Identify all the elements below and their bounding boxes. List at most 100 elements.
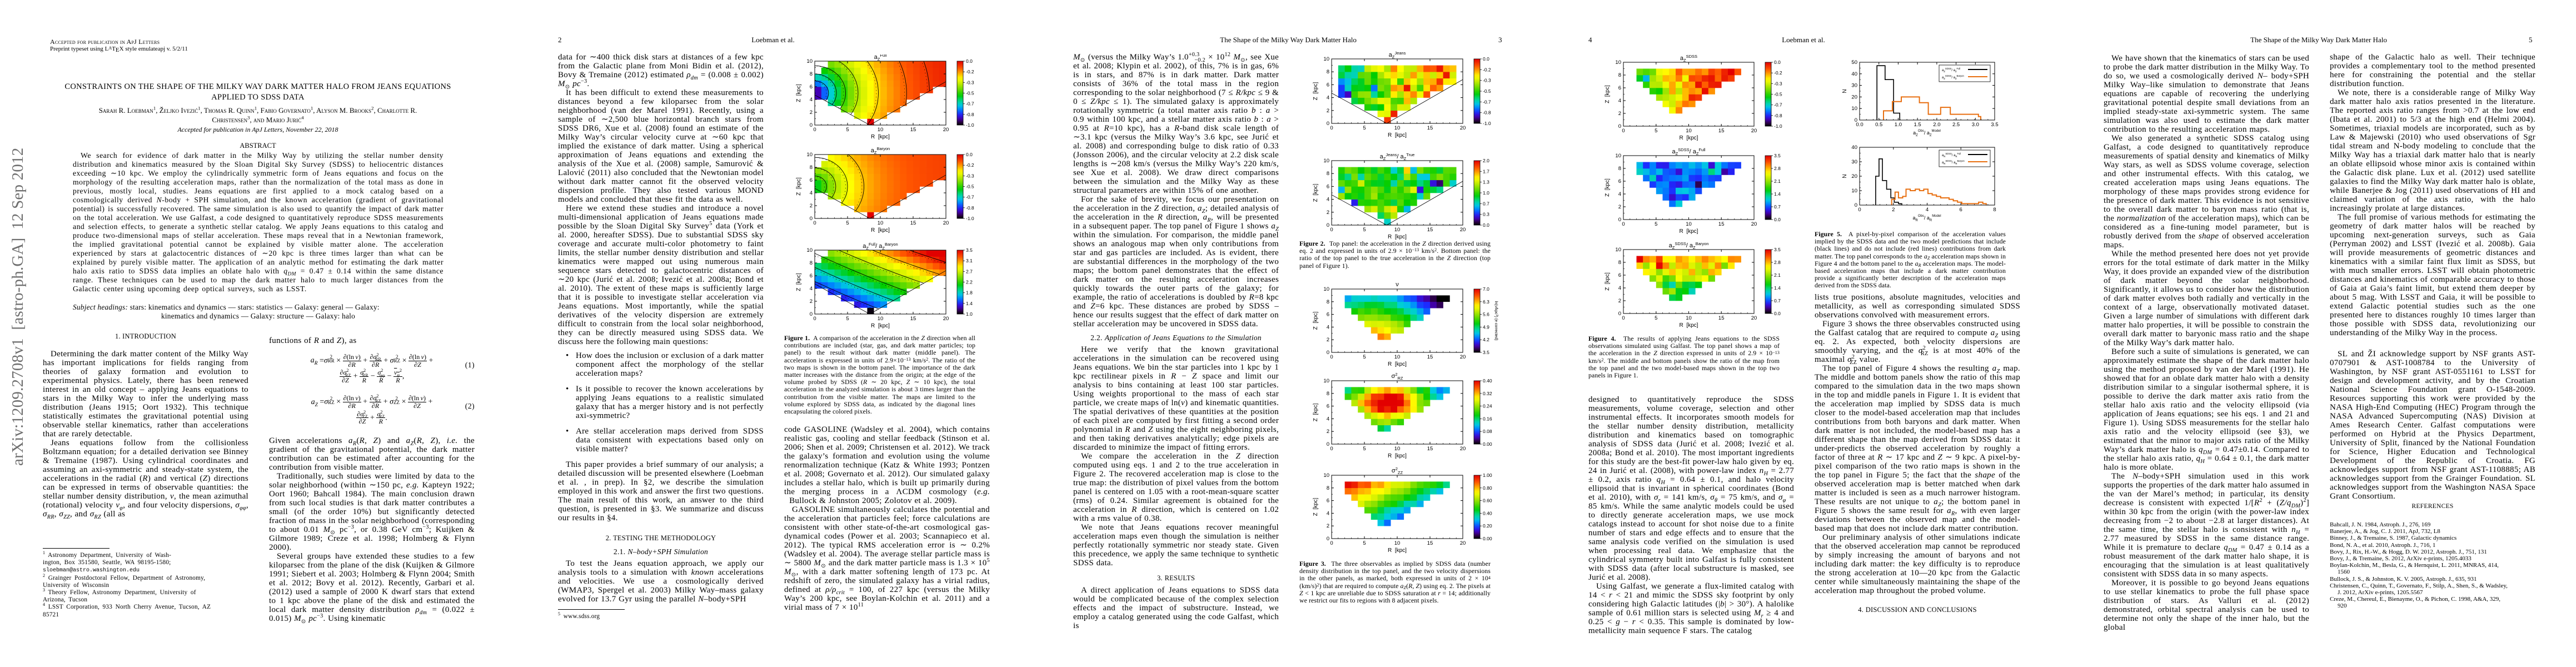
svg-text:4: 4: [810, 286, 813, 292]
svg-text:0: 0: [810, 311, 813, 317]
svg-text:0: 0: [1327, 350, 1329, 356]
svg-text:R [kpc]: R [kpc]: [1388, 453, 1407, 459]
svg-text:ν: ν: [1396, 281, 1399, 288]
svg-text:4: 4: [1618, 191, 1621, 197]
svg-text:Z [kpc]: Z [kpc]: [1605, 272, 1611, 291]
svg-text:2: 2: [1327, 210, 1329, 216]
svg-text:0: 0: [1622, 221, 1625, 227]
svg-text:R [kpc]: R [kpc]: [1388, 547, 1407, 554]
svg-text:10: 10: [806, 152, 813, 158]
svg-text:10: 10: [1686, 128, 1692, 134]
svg-text:3.5: 3.5: [1483, 350, 1489, 355]
svg-text:-0.2: -0.2: [1483, 67, 1491, 72]
svg-text:-0.8: -0.8: [966, 112, 974, 117]
svg-text:aRObs/ aRModel: aRObs/ aRModel: [1912, 215, 1941, 222]
svg-text:6: 6: [810, 273, 813, 279]
svg-text:10: 10: [1394, 540, 1401, 546]
svg-text:3.1: 3.1: [966, 258, 973, 263]
svg-text:2.5: 2.5: [1952, 122, 1960, 128]
svg-text:1.4: 1.4: [966, 301, 973, 306]
svg-text:Z [kpc]: Z [kpc]: [796, 84, 802, 102]
svg-text:aZObs/ aZModel: aZObs/ aZModel: [1913, 130, 1941, 137]
svg-text:Z [kpc]: Z [kpc]: [796, 177, 802, 196]
svg-text:10: 10: [1323, 286, 1329, 292]
svg-text:R [kpc]: R [kpc]: [1680, 135, 1698, 141]
svg-text:6: 6: [810, 177, 813, 183]
svg-text:2: 2: [810, 203, 813, 209]
svg-text:20: 20: [943, 316, 949, 322]
svg-text:8: 8: [1618, 72, 1621, 78]
svg-text:15: 15: [1427, 354, 1433, 360]
svg-text:Z [kpc]: Z [kpc]: [796, 273, 802, 291]
svg-text:6: 6: [1618, 85, 1621, 91]
svg-text:0: 0: [813, 220, 816, 226]
svg-text:Z [kpc]: Z [kpc]: [1313, 311, 1319, 330]
svg-text:0.0: 0.0: [966, 58, 973, 64]
svg-text:2: 2: [1327, 337, 1329, 343]
svg-text:4: 4: [1327, 510, 1329, 516]
svg-text:0: 0: [1622, 315, 1625, 321]
svg-text:0.80: 0.80: [1483, 485, 1492, 491]
svg-text:ln(ν/kpc3) (e corrected): ln(ν/kpc3) (e corrected): [1494, 301, 1498, 341]
svg-text:3.5: 3.5: [1774, 247, 1781, 252]
svg-text:0: 0: [810, 216, 813, 222]
svg-text:aZSDSS/ aZBaryon: aZSDSS/ aZBaryon: [1669, 241, 1709, 250]
svg-text:aZSDSS/ aZBaryon: aZSDSS/ aZBaryon: [1942, 74, 1964, 80]
svg-text:1.4: 1.4: [1774, 285, 1781, 291]
svg-text:5: 5: [846, 127, 849, 133]
svg-text:R [kpc]: R [kpc]: [1388, 361, 1407, 367]
svg-text:2.0: 2.0: [1933, 122, 1940, 128]
svg-text:4.2: 4.2: [1483, 337, 1489, 342]
svg-text:20: 20: [1460, 540, 1466, 546]
svg-text:0: 0: [1327, 536, 1329, 542]
svg-text:Z [kpc]: Z [kpc]: [1313, 497, 1319, 516]
svg-text:1.5: 1.5: [1914, 122, 1921, 128]
svg-text:8: 8: [810, 260, 813, 266]
svg-text:σ2ZZ: σ2ZZ: [1392, 466, 1403, 475]
svg-text:10: 10: [1394, 354, 1401, 360]
svg-text:6: 6: [1618, 178, 1621, 185]
svg-text:5.6: 5.6: [1483, 312, 1489, 317]
svg-text:σ2RZ: σ2RZ: [1392, 372, 1403, 381]
svg-text:20: 20: [1460, 354, 1466, 360]
svg-text:5: 5: [1363, 540, 1366, 546]
svg-text:0.0: 0.0: [966, 152, 973, 157]
svg-text:20: 20: [1851, 173, 1857, 180]
svg-text:0: 0: [1618, 217, 1621, 223]
svg-text:10: 10: [1851, 106, 1857, 112]
svg-text:8: 8: [1993, 207, 1996, 213]
svg-text:15: 15: [1718, 221, 1725, 227]
svg-text:2.7: 2.7: [966, 268, 973, 274]
svg-text:0: 0: [1330, 354, 1333, 360]
svg-text:2.1: 2.1: [1774, 178, 1781, 184]
svg-text:1.0: 1.0: [1483, 190, 1489, 196]
svg-text:2: 2: [1327, 523, 1329, 529]
svg-text:10: 10: [878, 127, 884, 133]
svg-text:4: 4: [1618, 285, 1621, 291]
svg-text:-1.0: -1.0: [966, 122, 974, 128]
svg-text:10: 10: [1394, 446, 1401, 452]
svg-text:20: 20: [1751, 221, 1757, 227]
svg-text:5: 5: [1655, 128, 1657, 134]
svg-text:0.16: 0.16: [1483, 416, 1492, 421]
svg-text:-0.7: -0.7: [1774, 102, 1782, 108]
svg-text:0.32: 0.32: [1483, 391, 1492, 396]
svg-text:8: 8: [1327, 391, 1329, 397]
svg-text:aZSDSS: aZSDSS: [1680, 54, 1697, 63]
svg-text:0.0: 0.0: [1856, 122, 1863, 128]
svg-text:0: 0: [1330, 227, 1333, 233]
svg-text:0.0: 0.0: [1774, 217, 1781, 222]
svg-text:30: 30: [1851, 83, 1857, 89]
svg-text:2: 2: [1618, 204, 1621, 210]
svg-text:15: 15: [1427, 446, 1433, 452]
svg-text:10: 10: [1686, 315, 1692, 321]
svg-text:0.08: 0.08: [1483, 429, 1492, 434]
svg-text:0.7: 0.7: [1483, 201, 1489, 206]
svg-text:3.5: 3.5: [1991, 122, 1998, 128]
svg-text:0: 0: [1327, 222, 1329, 228]
svg-text:20: 20: [1460, 125, 1466, 131]
svg-text:-0.5: -0.5: [966, 184, 974, 190]
svg-text:-0.5: -0.5: [966, 91, 974, 96]
svg-text:20: 20: [1851, 94, 1857, 100]
svg-text:6: 6: [1618, 272, 1621, 278]
